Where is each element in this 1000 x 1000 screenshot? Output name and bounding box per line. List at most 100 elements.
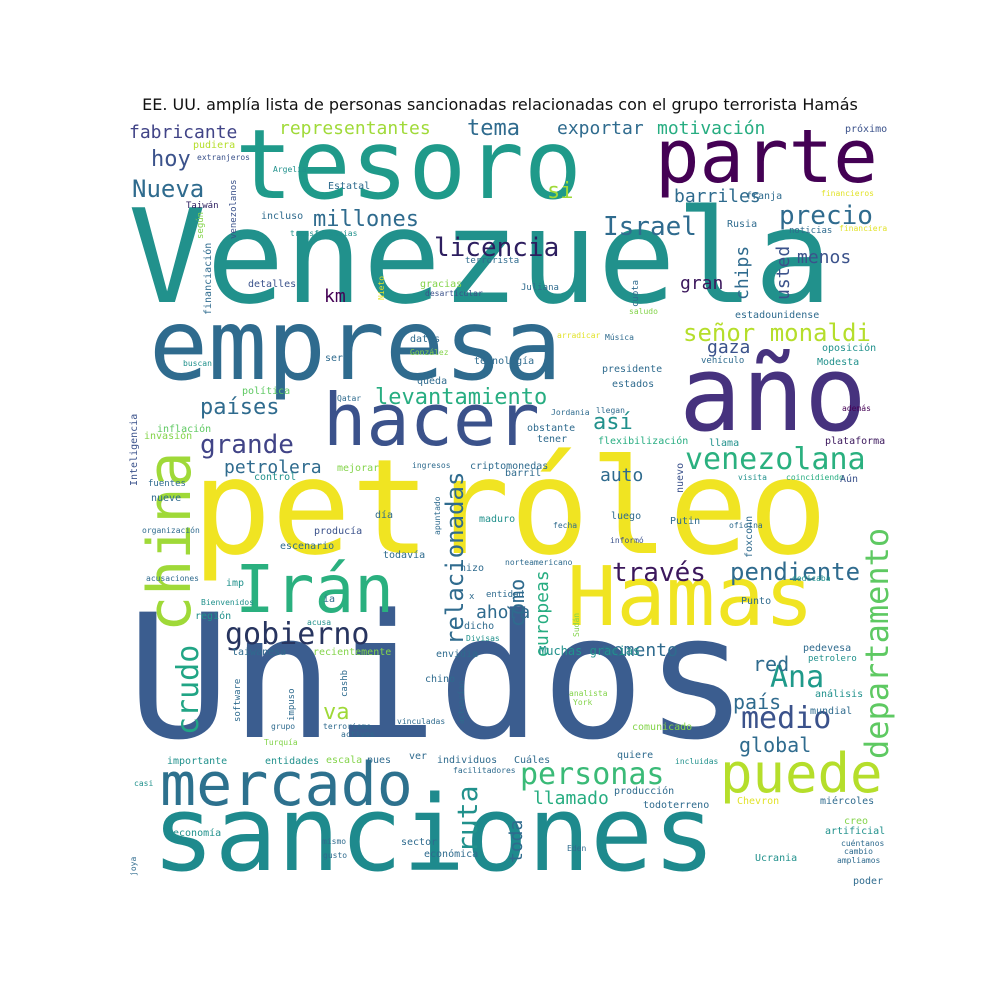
word-estadounidense: estadounidense	[735, 310, 820, 321]
word-gusto: gusto	[323, 851, 348, 860]
word-ver: ver	[409, 751, 428, 762]
word-venezolanos: venezolanos	[229, 179, 239, 239]
word-recientemente: recientemente	[313, 647, 392, 658]
word-unidos: Unidos	[127, 577, 749, 778]
word-personas: personas	[520, 757, 665, 792]
word-envidia: envidia	[436, 649, 479, 660]
word-cuales: Cuáles	[514, 755, 551, 766]
word-todoterreno: todoterreno	[643, 800, 710, 811]
word-software: software	[233, 678, 243, 722]
word-gran: gran	[680, 273, 724, 294]
word-pedevesa: pedevesa	[803, 643, 852, 654]
word-ana: Ana	[770, 660, 825, 695]
word-dedicaba: dedicaba	[792, 574, 831, 583]
word-pues: pues	[367, 755, 392, 766]
word-usted: usted	[773, 245, 794, 300]
word-modesta: Modesta	[817, 357, 860, 368]
word-extranjeros: extranjeros	[197, 153, 250, 162]
word-relacionadas: relacionadas	[441, 471, 469, 645]
word-franja: franja	[746, 191, 783, 202]
word-producia: producía	[314, 526, 363, 537]
word-chevron: Chevron	[737, 796, 780, 807]
word-informo: informó	[610, 536, 644, 545]
word-importante: importante	[167, 756, 228, 767]
word-hoy: hoy	[151, 147, 191, 172]
word-barriles: barriles	[674, 186, 761, 207]
word-miercoles: miércoles	[820, 796, 875, 807]
word-musica: Música	[605, 333, 634, 342]
word-region: región	[195, 611, 232, 622]
word-analisis: análisis	[815, 689, 864, 700]
word-dia: día	[375, 510, 394, 521]
word-eden: Eden	[567, 844, 587, 853]
word-pendiente: pendiente	[730, 558, 861, 586]
word-menos: menos	[797, 247, 852, 268]
word-toda: toda	[506, 819, 527, 863]
word-ser: ser	[325, 353, 344, 364]
word-mercado: mercado	[160, 750, 413, 820]
word-grupo: grupo	[271, 722, 296, 731]
word-tesoro: tesoro	[235, 117, 582, 221]
word-grande: grande	[200, 430, 294, 460]
word-ingresos: ingresos	[412, 461, 451, 470]
word-mejorar: mejorar	[337, 463, 380, 474]
word-asi: así	[593, 410, 633, 435]
word-activos: activos	[341, 730, 375, 739]
word-petrolero: petrolero	[808, 654, 857, 664]
word-taiwan: Taiwán	[186, 201, 219, 211]
word-fabricante: fabricante	[129, 122, 238, 143]
word-llegan: llegan	[596, 406, 625, 415]
word-vehiculo: vehículo	[701, 356, 745, 366]
word-foxconn: foxconn	[744, 515, 755, 558]
word-gracias: gracias	[420, 279, 463, 290]
word-ucrania: Ucrania	[755, 853, 798, 864]
word-segun: según	[196, 211, 206, 239]
word-mismo: mismo	[322, 837, 347, 846]
word-detalles: detalles	[248, 279, 297, 290]
word-sudan: Sudán	[572, 612, 581, 637]
word-putin: Putin	[670, 516, 701, 527]
word-cuota: cuota	[631, 279, 641, 307]
word-ruta: ruta	[451, 785, 484, 853]
word-tener: tener	[537, 434, 568, 445]
word-financiacion: financiación	[203, 242, 214, 315]
word-nuevo: nuevo	[675, 462, 686, 493]
word-sanciones: sanciones	[152, 773, 716, 890]
word-noticias: noticias	[789, 226, 833, 236]
word-criptomonedas: criptomonedas	[470, 461, 549, 472]
word-gaza: gaza	[707, 337, 751, 358]
word-individuos: individuos	[437, 755, 498, 766]
word-financiera: financiera	[839, 224, 888, 233]
word-ahora: ahora	[476, 602, 531, 623]
word-flexibilizacion: flexibilización	[598, 436, 689, 447]
word-presidente: presidente	[602, 364, 663, 375]
word-crudo: crudo	[171, 644, 206, 735]
word-saludo: saludo	[629, 307, 658, 316]
word-llama: llama	[709, 438, 740, 449]
word-nueva: Nueva	[132, 175, 205, 203]
word-oficina: oficina	[729, 521, 763, 530]
word-millones: millones	[313, 207, 419, 232]
word-artificial: artificial	[825, 826, 886, 837]
word-cuentanos: cuéntanos	[841, 839, 885, 848]
word-pais: país	[733, 690, 782, 714]
word-gobierno: gobierno	[225, 617, 370, 652]
word-terrorista: terrorista	[465, 256, 520, 266]
chart-title: EE. UU. amplía lista de personas sancion…	[142, 95, 858, 114]
word-luego: luego	[611, 511, 642, 522]
word-incluidas: incluidas	[675, 757, 719, 766]
word-desarticular: desarticular	[425, 289, 483, 298]
word-ampliamos: ampliamos	[837, 856, 881, 865]
word-x: x	[469, 592, 475, 602]
word-oposicion: oposición	[822, 343, 877, 354]
word-cloud: Unidos Venezuela petróleo sanciones empr…	[127, 117, 900, 890]
word-fuentes: fuentes	[148, 479, 186, 489]
word-fecha: fecha	[553, 521, 578, 530]
word-si: si	[547, 179, 574, 204]
word-coincidiendo: coincidiendo	[786, 473, 844, 482]
word-aun: Aún	[840, 474, 859, 485]
word-casi: casi	[134, 779, 154, 788]
word-entidad: entidad	[486, 590, 524, 600]
word-estados: estados	[612, 379, 655, 390]
word-punto: Punto	[741, 596, 772, 607]
